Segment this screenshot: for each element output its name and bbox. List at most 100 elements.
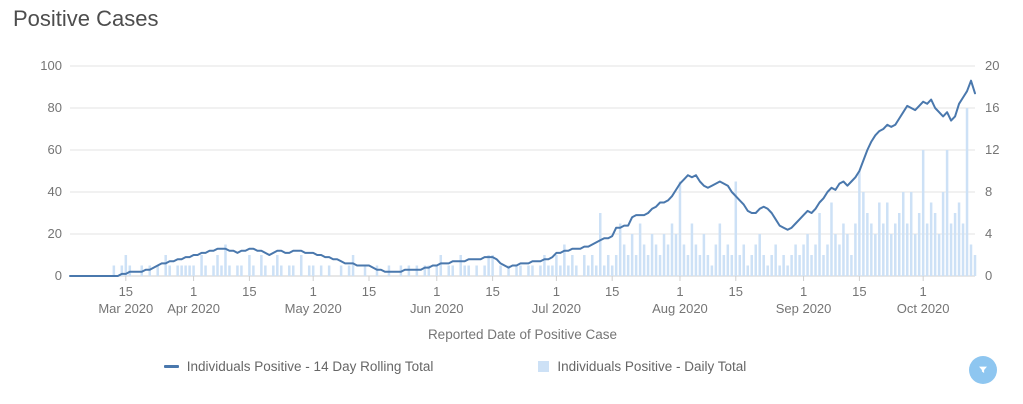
daily-total-bar	[718, 223, 722, 276]
daily-total-bar	[112, 265, 116, 276]
daily-total-bar	[682, 244, 686, 276]
daily-total-bar	[678, 181, 682, 276]
legend-item-rolling-total[interactable]: Individuals Positive - 14 Day Rolling To…	[163, 359, 433, 374]
daily-total-bar	[292, 265, 295, 276]
daily-total-bar	[299, 255, 303, 276]
daily-total-bar	[698, 255, 702, 276]
daily-total-bar	[427, 265, 431, 276]
daily-total-bar	[252, 265, 255, 276]
chart-canvas[interactable]	[0, 0, 1023, 350]
rolling-total-line	[69, 79, 976, 277]
daily-total-bar	[180, 265, 183, 276]
daily-total-bar	[606, 255, 610, 276]
x-tick-month-label: Sep 2020	[775, 301, 832, 316]
daily-total-bar	[650, 234, 654, 276]
x-tick-month-label: Oct 2020	[896, 301, 950, 316]
daily-total-bar	[858, 171, 861, 276]
daily-total-bar	[598, 213, 602, 276]
daily-total-bar	[475, 265, 478, 276]
daily-total-bar	[439, 255, 443, 276]
daily-total-bar	[706, 255, 710, 276]
daily-total-bar	[854, 223, 857, 276]
x-tick-month-label: Jun 2020	[410, 301, 464, 316]
daily-total-bar	[204, 265, 207, 276]
daily-total-bar	[909, 192, 913, 276]
daily-total-bar	[794, 244, 797, 276]
daily-total-bar	[702, 234, 706, 276]
y-right-tick-label: 16	[985, 100, 1000, 115]
daily-total-bar	[850, 255, 853, 276]
daily-total-bar	[969, 244, 973, 276]
daily-total-bar	[184, 265, 187, 276]
daily-total-bar	[901, 192, 905, 276]
daily-total-bar	[499, 265, 502, 276]
y-left-tick-label: 40	[47, 184, 62, 199]
daily-total-bar	[148, 265, 151, 276]
x-tick-day-label: 15	[242, 284, 257, 299]
legend-item-daily-total[interactable]: Individuals Positive - Daily Total	[538, 359, 746, 374]
daily-total-bar	[176, 265, 179, 276]
daily-total-bar	[762, 255, 765, 276]
daily-total-bar	[575, 265, 578, 276]
daily-total-bar	[200, 255, 203, 276]
daily-total-bar	[674, 234, 678, 276]
daily-total-bar	[742, 244, 746, 276]
daily-total-bar	[228, 265, 231, 276]
daily-total-bar	[642, 244, 646, 276]
daily-total-bar	[120, 265, 124, 276]
daily-total-bar	[814, 244, 817, 276]
daily-total-bar	[563, 244, 566, 276]
y-left-tick-label: 0	[54, 268, 62, 283]
daily-total-bar	[272, 265, 275, 276]
y-right-tick-label: 12	[985, 142, 1000, 157]
daily-total-bar	[531, 265, 534, 276]
chart-title: Positive Cases	[13, 6, 159, 31]
x-tick-day-label: 15	[604, 284, 620, 299]
x-tick-day-label: 1	[799, 284, 808, 299]
x-tick-month-label: Jul 2020	[531, 301, 581, 316]
daily-total-bar	[957, 202, 961, 276]
daily-total-bar	[846, 234, 849, 276]
daily-total-bar	[802, 244, 805, 276]
daily-total-bar	[276, 255, 279, 276]
daily-total-bar	[164, 255, 167, 276]
daily-total-bar	[949, 223, 953, 276]
daily-total-bar	[463, 265, 466, 276]
daily-total-bar	[690, 223, 694, 276]
daily-total-bar	[933, 213, 937, 276]
daily-total-bar	[766, 265, 769, 276]
daily-total-bar	[622, 244, 626, 276]
daily-total-bar	[806, 234, 809, 276]
daily-total-bar	[953, 213, 957, 276]
daily-total-bar	[551, 265, 554, 276]
daily-total-bar	[451, 265, 454, 276]
y-left-tick-label: 60	[47, 142, 62, 157]
daily-total-bar	[782, 255, 785, 276]
daily-total-bar	[722, 255, 726, 276]
filter-button[interactable]	[969, 356, 997, 384]
daily-total-bar	[925, 223, 929, 276]
y-right-tick-label: 0	[985, 268, 993, 283]
x-tick-day-label: 15	[485, 284, 500, 299]
daily-total-bar	[559, 265, 562, 276]
daily-total-bar	[862, 192, 865, 276]
x-tick-day-label: 15	[852, 284, 867, 299]
daily-total-bar	[894, 223, 897, 276]
daily-total-bar	[646, 255, 650, 276]
daily-total-bar	[754, 244, 757, 276]
daily-total-bar	[311, 265, 315, 276]
daily-total-bar	[339, 265, 343, 276]
daily-total-bar	[921, 150, 925, 276]
daily-total-bar	[790, 255, 793, 276]
daily-total-bar	[662, 234, 666, 276]
daily-total-bar	[212, 265, 215, 276]
daily-total-bar	[614, 255, 618, 276]
daily-total-bar	[634, 255, 638, 276]
daily-total-bar	[686, 255, 690, 276]
daily-total-bar	[822, 255, 825, 276]
daily-total-bar	[539, 265, 542, 276]
daily-total-bar	[778, 265, 781, 276]
daily-total-bar	[890, 234, 893, 276]
daily-total-bar	[965, 108, 969, 276]
daily-total-bar	[192, 265, 195, 276]
